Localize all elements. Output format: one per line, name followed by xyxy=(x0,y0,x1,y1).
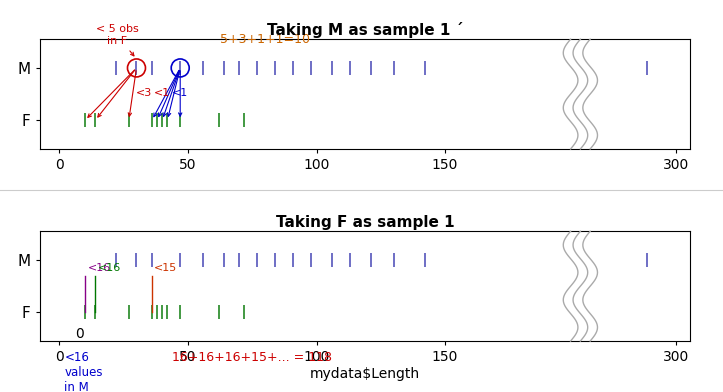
Text: <1: <1 xyxy=(154,88,171,98)
Title: Taking F as sample 1: Taking F as sample 1 xyxy=(275,215,455,230)
Text: 5+3+1+1=10: 5+3+1+1=10 xyxy=(220,33,310,46)
Text: <16
values
in M: <16 values in M xyxy=(64,352,103,392)
Text: 16+16+16+15+... = 118: 16+16+16+15+... = 118 xyxy=(172,352,332,365)
Text: <1: <1 xyxy=(172,88,188,98)
Text: <15: <15 xyxy=(155,263,178,273)
X-axis label: mydata$Length: mydata$Length xyxy=(310,367,420,381)
Text: < 5 obs
in F: < 5 obs in F xyxy=(95,24,138,56)
Text: <16: <16 xyxy=(87,263,111,273)
Text: <3: <3 xyxy=(136,88,153,98)
Text: <16: <16 xyxy=(98,263,121,273)
Text: 0: 0 xyxy=(75,327,85,341)
Title: Taking M as sample 1 ´: Taking M as sample 1 ´ xyxy=(267,22,463,38)
